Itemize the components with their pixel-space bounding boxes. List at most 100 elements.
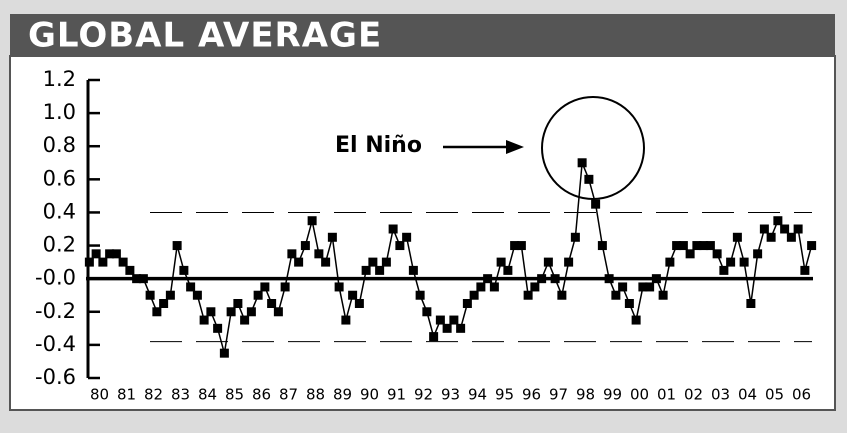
data-point [300,241,310,251]
data-point [435,315,445,325]
data-point [807,241,817,251]
data-point [726,257,736,267]
data-point [570,232,580,242]
data-point [678,241,688,251]
data-point [84,257,94,267]
x-tick-label: 84 [198,386,217,404]
data-point [192,290,202,300]
data-point [152,307,162,317]
data-point [658,290,668,300]
data-point [267,299,277,308]
data-point [132,274,142,284]
data-point [692,241,702,251]
data-point [523,290,533,300]
data-point [449,315,459,325]
x-tick-label: 02 [684,386,703,404]
data-point [759,224,769,234]
data-point [415,290,425,300]
x-tick-label: 04 [738,386,757,404]
x-tick-label: 85 [225,386,244,404]
data-point [496,257,506,267]
y-tick-label: -0.4 [35,332,76,356]
data-point [476,282,486,292]
data-point [712,249,722,259]
data-point [145,290,155,300]
annotation-arrowhead [506,140,524,154]
data-point [456,323,466,333]
data-point [699,241,709,251]
data-point [361,265,371,275]
data-point [105,249,115,259]
y-tick-label: 0.8 [43,133,76,157]
data-point [584,174,594,184]
x-tick-label: 92 [414,386,433,404]
data-point [685,249,695,259]
y-tick-label: -0.6 [35,365,76,389]
data-point [246,307,256,317]
data-point [665,257,675,267]
data-point [638,282,648,292]
data-point [489,282,499,292]
x-tick-label: 86 [252,386,271,404]
x-tick-label: 88 [306,386,325,404]
data-point [483,274,493,284]
data-point [429,332,439,342]
data-point [199,315,209,325]
y-tick-label: 0.6 [43,166,76,190]
data-point [381,257,391,267]
x-tick-label: 98 [576,386,595,404]
data-point [186,282,196,292]
data-point [672,241,682,251]
data-point [226,307,236,317]
data-point [368,257,378,267]
y-tick-label: 0.4 [43,199,76,223]
data-point [469,290,479,300]
data-point [388,224,398,234]
data-point [91,249,101,259]
annotation-circle [541,96,645,200]
data-point [732,232,742,242]
data-point [165,290,175,300]
x-tick-label: 96 [522,386,541,404]
data-point [550,274,560,284]
x-tick-label: 81 [117,386,136,404]
data-point [253,290,263,300]
data-point [314,249,324,259]
data-point [118,257,128,267]
data-point [591,199,601,209]
data-point [307,216,317,226]
data-point [651,274,661,284]
data-point [462,299,472,308]
data-point [564,257,574,267]
data-point [159,299,169,308]
data-point [597,241,607,251]
data-point [138,274,148,284]
plot-panel [9,55,836,411]
title-bar [10,14,835,56]
data-point [645,282,655,292]
data-point [631,315,641,325]
data-point [240,315,250,325]
y-tick-label: 0.2 [43,233,76,257]
data-point [577,158,587,168]
y-tick-label: 1.0 [43,100,76,124]
y-tick-label: -0.0 [35,266,76,290]
x-tick-label: 89 [333,386,352,404]
data-point [719,265,729,275]
data-point [402,232,412,242]
y-tick-label: -0.2 [35,299,76,323]
data-point [705,241,715,251]
data-point [125,265,135,275]
data-point [179,265,189,275]
data-point [260,282,270,292]
data-point [219,348,229,358]
data-point [786,232,796,242]
x-tick-label: 82 [144,386,163,404]
x-tick-label: 90 [360,386,379,404]
data-point [800,265,810,275]
x-tick-label: 06 [792,386,811,404]
x-tick-label: 91 [387,386,406,404]
annotation: El Niño [335,133,422,158]
data-point [530,282,540,292]
